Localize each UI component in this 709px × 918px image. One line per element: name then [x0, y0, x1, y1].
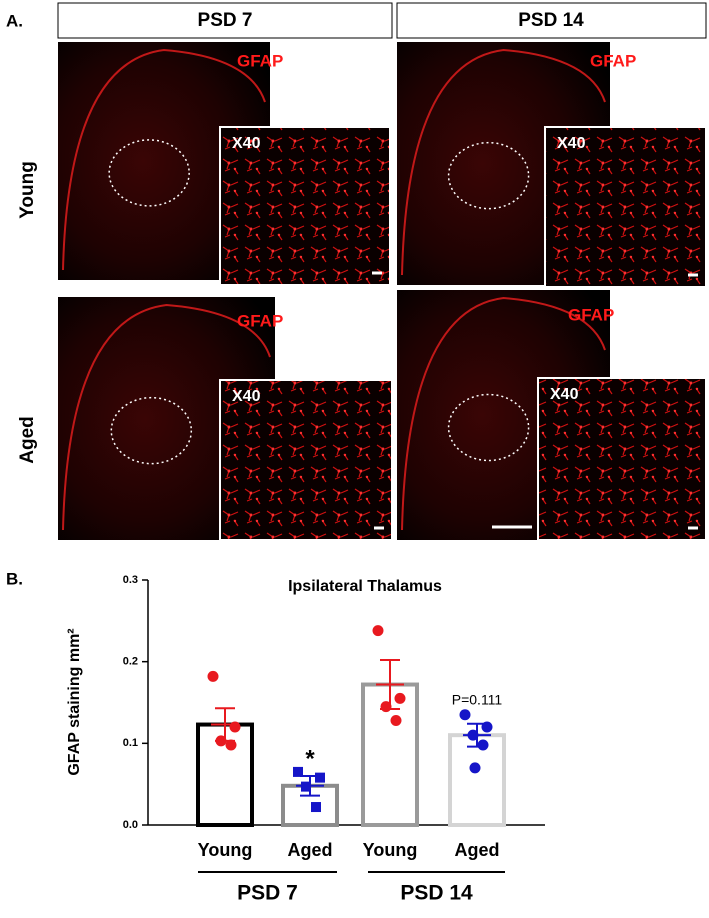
inset-image: [544, 126, 707, 288]
row-header: Young: [17, 161, 38, 219]
brain-outline: [62, 48, 266, 271]
roi-outline: [110, 396, 193, 465]
significance-label: P=0.111: [452, 691, 503, 707]
significance-label: *: [305, 745, 315, 772]
data-point: [390, 714, 402, 726]
data-point: [481, 721, 493, 733]
brain-outline: [62, 303, 271, 531]
chart-title: Ipsilateral Thalamus: [288, 578, 442, 595]
x-tick-label: Young: [363, 840, 418, 860]
magnification-label: X40: [232, 388, 261, 405]
roi-outline: [447, 141, 530, 210]
data-point: [207, 670, 219, 682]
data-point: [477, 739, 489, 751]
image-grid: GFAP X40 GFAP X40 GFAP X40 GFAP X40: [58, 42, 707, 541]
x-tick-label: Young: [198, 840, 253, 860]
panel-label: A.: [6, 11, 23, 30]
stain-label: GFAP: [568, 305, 614, 324]
bar: [448, 733, 506, 828]
data-point: [301, 781, 311, 792]
data-point: [459, 709, 471, 721]
group-label: PSD 7: [237, 882, 298, 905]
y-tick-label: 0.0: [123, 819, 138, 831]
panel-label: B.: [6, 569, 23, 588]
magnification-label: X40: [557, 135, 586, 152]
data-point: [229, 721, 241, 733]
y-tick-label: 0.3: [123, 574, 138, 586]
column-header: PSD 7: [198, 10, 253, 31]
chart: Ipsilateral Thalamus GFAP staining mm² 0.0…: [66, 574, 545, 905]
data-point: [293, 766, 303, 777]
column-header-box: [396, 2, 707, 39]
inset-image: [219, 126, 391, 286]
group-label: PSD 14: [400, 882, 473, 905]
data-point: [380, 701, 392, 713]
x-tick-label: Aged: [455, 840, 500, 860]
row-header: Aged: [17, 416, 38, 464]
data-point: [372, 625, 384, 637]
data-point: [467, 729, 479, 741]
brain-outline: [401, 48, 606, 276]
inset-image: [537, 377, 707, 541]
brain-outline: [401, 296, 606, 531]
y-tick-label: 0.2: [123, 656, 138, 668]
column-header: PSD 14: [518, 10, 584, 31]
column-header-box: [57, 2, 393, 39]
stain-label: GFAP: [590, 51, 636, 70]
data-point: [225, 739, 237, 751]
data-point: [311, 802, 321, 813]
y-axis-label: GFAP staining mm²: [66, 628, 83, 775]
data-point: [394, 692, 406, 704]
inset-image: [219, 379, 393, 541]
y-tick-label: 0.1: [123, 737, 138, 749]
data-point: [215, 735, 227, 747]
stain-label: GFAP: [237, 311, 283, 330]
data-point: [315, 772, 325, 783]
magnification-label: X40: [550, 386, 579, 403]
roi-outline: [447, 393, 530, 462]
x-tick-label: Aged: [288, 840, 333, 860]
stain-label: GFAP: [237, 51, 283, 70]
magnification-label: X40: [232, 135, 261, 152]
roi-outline: [108, 139, 190, 207]
data-point: [469, 762, 481, 774]
